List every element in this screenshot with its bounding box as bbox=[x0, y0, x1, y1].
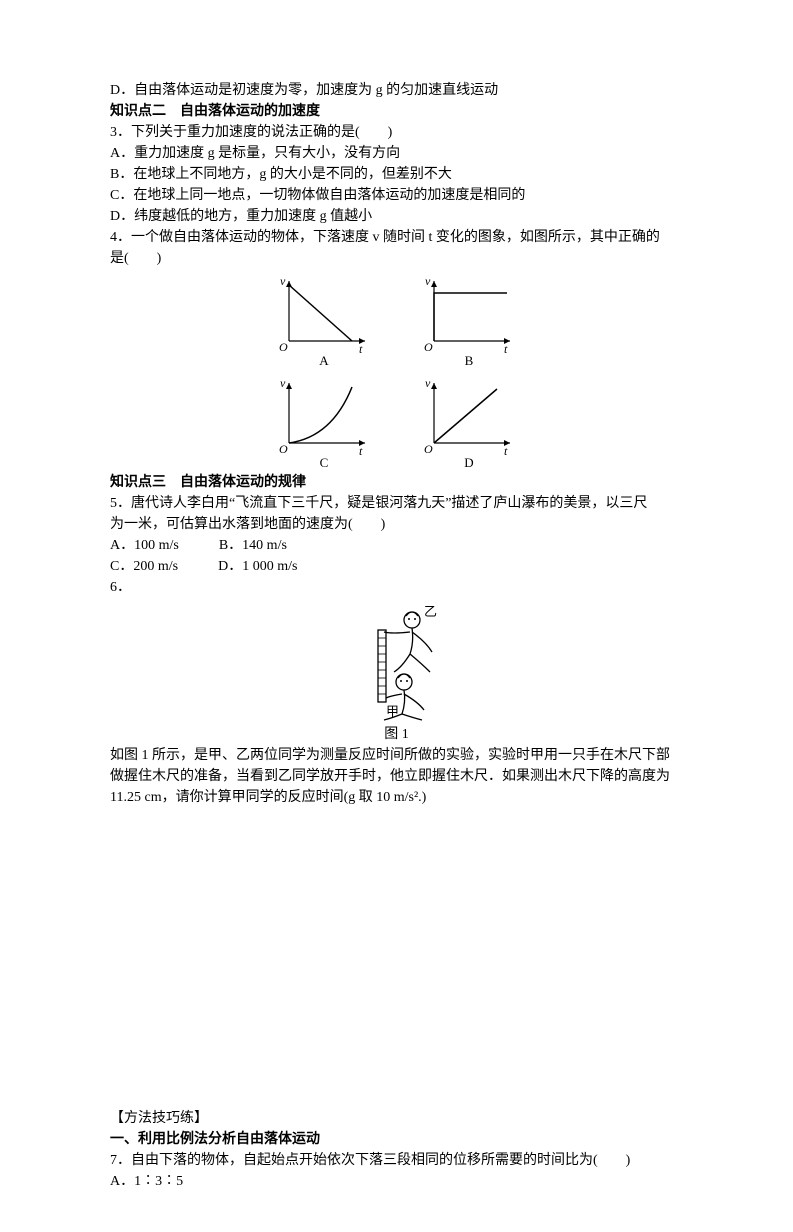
q6-line-2: 做握住木尺的准备，当看到乙同学放开手时，他立即握住木尺．如果测出木尺下降的高度为 bbox=[110, 766, 683, 787]
blank-space bbox=[110, 808, 683, 1108]
q4-graph-row-1: v O t A v O t B bbox=[110, 273, 683, 371]
graph-A: v O t A bbox=[277, 273, 372, 371]
q3-option-d: D．纬度越低的地方，重力加速度 g 值越小 bbox=[110, 206, 683, 227]
svg-text:O: O bbox=[279, 442, 288, 455]
graph-A-curve bbox=[289, 285, 352, 341]
graph-A-label: A bbox=[319, 351, 328, 371]
q3-option-a: A．重力加速度 g 是标量，只有大小，没有方向 bbox=[110, 143, 683, 164]
q7-stem: 7．自由下落的物体，自起始点开始依次下落三段相同的位移所需要的时间比为( ) bbox=[110, 1150, 683, 1171]
graph-C: v O t C bbox=[277, 375, 372, 473]
graph-B-label: B bbox=[465, 351, 474, 371]
svg-text:t: t bbox=[359, 342, 363, 353]
q4-stem-2: 是( ) bbox=[110, 248, 683, 269]
svg-text:O: O bbox=[424, 442, 433, 455]
q6-figure-caption: 图 1 bbox=[110, 724, 683, 745]
q6-line-1: 如图 1 所示，是甲、乙两位同学为测量反应时间所做的实验，实验时甲用一只手在木尺… bbox=[110, 745, 683, 766]
q6-num: 6． bbox=[110, 577, 683, 598]
svg-text:v: v bbox=[280, 376, 286, 390]
svg-text:O: O bbox=[424, 340, 433, 353]
svg-text:甲: 甲 bbox=[386, 704, 399, 719]
q5-stem-2: 为一米，可估算出水落到地面的速度为( ) bbox=[110, 514, 683, 535]
q5-option-c: C．200 m/s bbox=[110, 556, 178, 577]
q5-option-b: B．140 m/s bbox=[219, 535, 287, 556]
graph-D-label: D bbox=[464, 453, 473, 473]
graph-D-curve bbox=[434, 389, 497, 443]
svg-text:v: v bbox=[280, 274, 286, 288]
svg-text:v: v bbox=[425, 274, 431, 288]
q5-option-a: A．100 m/s bbox=[110, 535, 179, 556]
method-heading: 【方法技巧练】 bbox=[110, 1108, 683, 1129]
q6-figure: 乙 甲 bbox=[110, 602, 683, 722]
svg-text:乙: 乙 bbox=[424, 604, 437, 619]
knowledge-point-2: 知识点二 自由落体运动的加速度 bbox=[110, 101, 683, 122]
graph-B: v O t B bbox=[422, 273, 517, 371]
svg-text:t: t bbox=[504, 342, 508, 353]
graph-C-curve bbox=[289, 387, 352, 443]
q5-stem-1: 5．唐代诗人李白用“飞流直下三千尺，疑是银河落九天”描述了庐山瀑布的美景，以三尺 bbox=[110, 493, 683, 514]
svg-text:O: O bbox=[279, 340, 288, 353]
graph-D: v O t D bbox=[422, 375, 517, 473]
q5-option-d: D．1 000 m/s bbox=[218, 556, 297, 577]
svg-text:v: v bbox=[425, 376, 431, 390]
q3-stem: 3．下列关于重力加速度的说法正确的是( ) bbox=[110, 122, 683, 143]
q4-stem-1: 4．一个做自由落体运动的物体，下落速度 v 随时间 t 变化的图象，如图所示，其… bbox=[110, 227, 683, 248]
q3-option-c: C．在地球上同一地点，一切物体做自由落体运动的加速度是相同的 bbox=[110, 185, 683, 206]
option-d: D．自由落体运动是初速度为零，加速度为 g 的匀加速直线运动 bbox=[110, 80, 683, 101]
method-sub: 一、利用比例法分析自由落体运动 bbox=[110, 1129, 683, 1150]
q6-line-3: 11.25 cm，请你计算甲同学的反应时间(g 取 10 m/s².) bbox=[110, 787, 683, 808]
q7-option-a: A．1∶3∶5 bbox=[110, 1171, 683, 1192]
q3-option-b: B．在地球上不同地方，g 的大小是不同的，但差别不大 bbox=[110, 164, 683, 185]
q4-graph-row-2: v O t C v O t D bbox=[110, 375, 683, 473]
graph-B-curve bbox=[434, 293, 507, 341]
knowledge-point-3: 知识点三 自由落体运动的规律 bbox=[110, 472, 683, 493]
svg-text:t: t bbox=[359, 444, 363, 455]
graph-C-label: C bbox=[320, 453, 329, 473]
svg-text:t: t bbox=[504, 444, 508, 455]
